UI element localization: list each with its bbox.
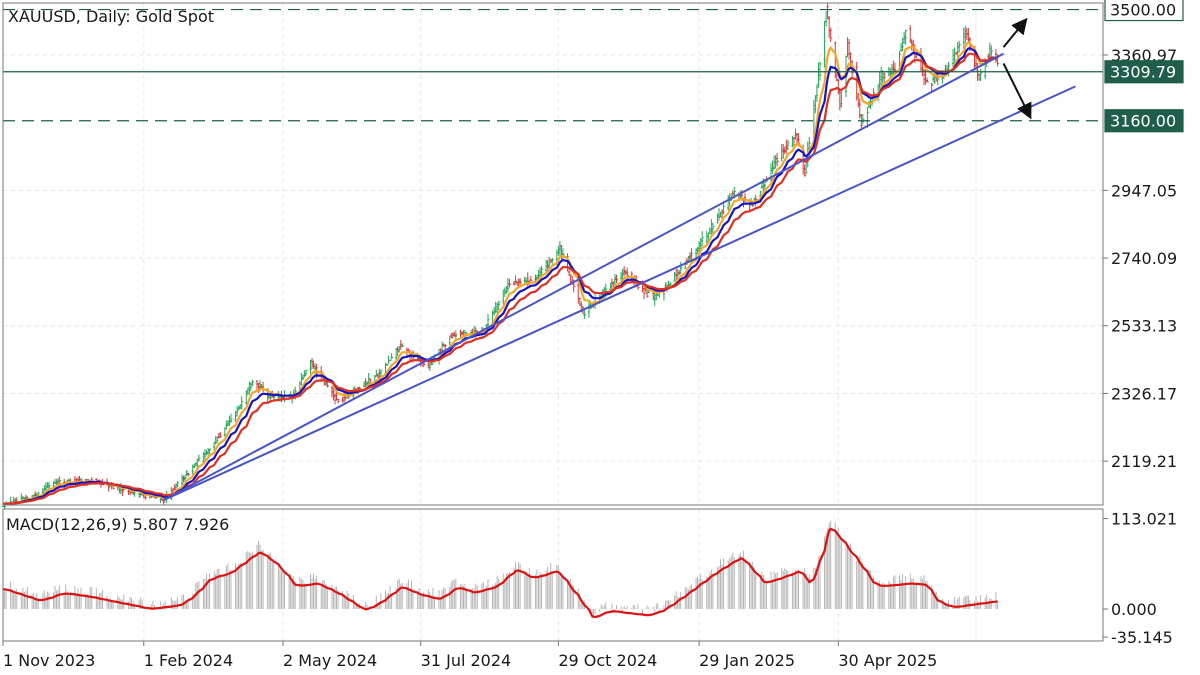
- time-tick-label: 29 Jan 2025: [699, 651, 795, 670]
- trendlines: [163, 17, 1076, 502]
- macd-tick-label: -35.145: [1111, 628, 1173, 647]
- price-tick-label: 2119.21: [1111, 452, 1177, 471]
- level-price-tag-label: 3500.00: [1110, 1, 1176, 20]
- macd-label: MACD(12,26,9) 5.807 7.926: [6, 515, 229, 534]
- time-tick-label: 31 Jul 2024: [421, 651, 512, 670]
- candles: [2, 3, 1000, 510]
- ema-slow-line: [2, 52, 998, 505]
- macd-tick-label: 113.021: [1111, 510, 1177, 529]
- time-tick-label: 2 May 2024: [283, 651, 377, 670]
- level-price-tag-label: 3160.00: [1110, 112, 1176, 131]
- direction-arrow: [1002, 17, 1028, 48]
- price-tick-label: 2533.13: [1111, 317, 1177, 336]
- main-panel-frame: [2, 2, 1104, 506]
- time-tick-label: 1 Feb 2024: [144, 651, 233, 670]
- macd-signal-line: [2, 527, 998, 619]
- chart-title: XAUUSD, Daily: Gold Spot: [8, 7, 214, 26]
- level-price-tag-label: 3309.79: [1110, 63, 1176, 82]
- chart-frame: [2, 2, 1104, 642]
- level-price-tag: [1104, 0, 1184, 22]
- time-tick-label: 30 Apr 2025: [838, 651, 937, 670]
- price-tick-label: 2326.17: [1111, 384, 1177, 403]
- trendline: [163, 52, 1005, 501]
- macd-tick-label: 0.000: [1111, 600, 1157, 619]
- level-price-tag: [1104, 60, 1184, 84]
- time-tick-label: 29 Oct 2024: [558, 651, 657, 670]
- direction-arrow: [1002, 63, 1032, 120]
- price-axis: 3360.972947.052740.092533.132326.172119.…: [1103, 0, 1184, 647]
- price-tick-label: 2740.09: [1111, 249, 1177, 268]
- price-tick-label: 2947.05: [1111, 181, 1177, 200]
- time-axis: 1 Nov 2023 1 Feb 2024 2 May 2024 31 Jul 202…: [2, 641, 937, 670]
- ema-mid-line: [2, 47, 998, 506]
- level-price-tag: [1104, 109, 1184, 133]
- macd-signal: [2, 527, 998, 619]
- time-tick-label: 1 Nov 2023: [3, 651, 95, 670]
- horizontal-levels: [3, 8, 1103, 122]
- macd-panel-frame: [2, 508, 1104, 642]
- trendline: [163, 85, 1076, 502]
